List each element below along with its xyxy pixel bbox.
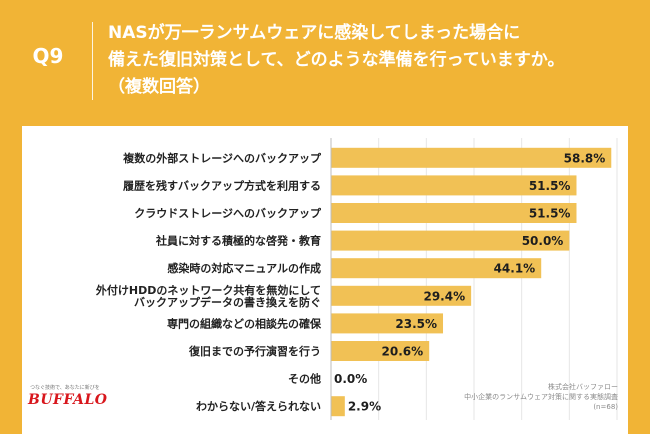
bar xyxy=(331,230,570,251)
bar xyxy=(331,147,612,168)
question-title-line-3: （複数回答） xyxy=(108,77,210,97)
value-label: 51.5% xyxy=(529,207,571,221)
bar xyxy=(331,285,472,306)
bar xyxy=(331,396,345,417)
source-sample: (n=68) xyxy=(593,403,618,411)
chart-panel: 複数の外部ストレージへのバックアップ 58.8% 履歴を残すバックアップ方式を利用す… xyxy=(22,126,628,434)
category-label: 復旧までの予行演習を行う xyxy=(188,344,321,358)
category-label: わからない/答えられない xyxy=(196,399,321,413)
category-label: 複数の外部ストレージへのバックアップ xyxy=(122,151,322,165)
bar xyxy=(331,341,430,361)
category-label: クラウドストレージへのバックアップ xyxy=(134,206,322,220)
bar xyxy=(331,175,577,196)
value-label: 50.0% xyxy=(522,234,564,248)
question-title-line-1: NASが万一ランサムウェアに感染してしまった場合に xyxy=(108,23,521,43)
value-label: 29.4% xyxy=(423,289,465,303)
value-label: 58.8% xyxy=(564,151,606,165)
question-title-line-2: 備えた復旧対策として、どのような準備を行っていますか。 xyxy=(108,50,565,70)
category-label: 感染時の対応マニュアルの作成 xyxy=(167,261,321,275)
category-label: 社員に対する積極的な啓発・教育 xyxy=(155,234,321,248)
bar xyxy=(331,203,577,223)
buffalo-logo: BUFFALO xyxy=(28,392,108,408)
header-divider xyxy=(92,22,93,100)
value-label: 20.6% xyxy=(382,345,424,359)
category-label: その他 xyxy=(288,372,321,386)
question-title: NASが万一ランサムウェアに感染してしまった場合に 備えた復旧対策として、どのよ… xyxy=(108,20,638,101)
category-label: 履歴を残すバックアップ方式を利用する xyxy=(123,178,321,192)
value-label: 51.5% xyxy=(529,179,571,193)
value-label: 2.9% xyxy=(348,400,381,414)
value-label: 44.1% xyxy=(494,262,536,276)
bar xyxy=(331,313,444,334)
bar-chart: 複数の外部ストレージへのバックアップ 58.8% 履歴を残すバックアップ方式を利用す… xyxy=(95,138,618,420)
category-label: 専門の組織などの相談先の確保 xyxy=(167,316,322,330)
header: Q9 NASが万一ランサムウェアに感染してしまった場合に 備えた復旧対策として、… xyxy=(0,0,650,125)
source-survey: 中小企業のランサムウェア対策に関する実態調査 xyxy=(464,393,618,401)
brand-tagline: つなぐ技術で、あなたに新びを xyxy=(30,385,100,391)
category-label: 外付けHDDのネットワーク共有を無効にして xyxy=(95,283,321,297)
source-note: 株式会社バッファロー 中小企業のランサムウェア対策に関する実態調査 (n=68) xyxy=(418,382,618,412)
category-label: バックアップデータの書き換えを防ぐ xyxy=(134,295,321,309)
source-company: 株式会社バッファロー xyxy=(548,383,618,391)
value-label: 23.5% xyxy=(395,317,437,331)
question-number: Q9 xyxy=(32,44,64,68)
value-label: 0.0% xyxy=(334,372,367,386)
bar xyxy=(331,258,542,279)
